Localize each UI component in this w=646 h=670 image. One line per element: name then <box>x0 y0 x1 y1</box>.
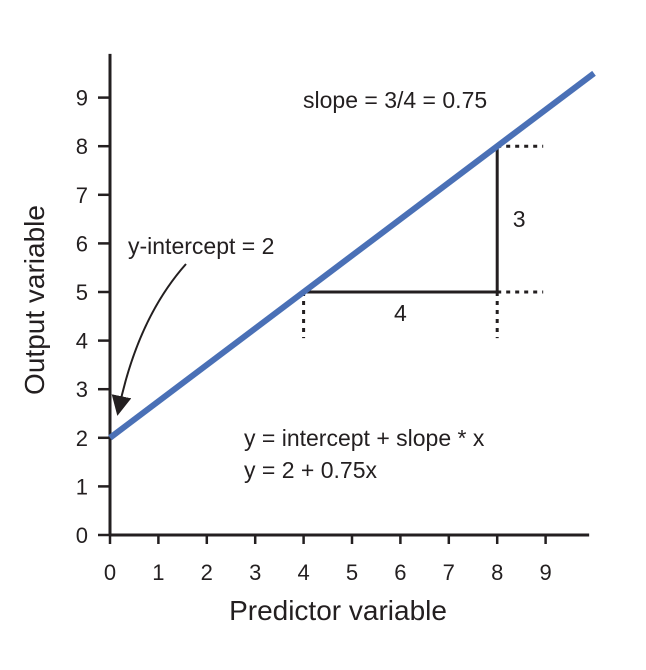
x-axis-title: Predictor variable <box>229 595 447 626</box>
regression-line-0 <box>108 70 596 441</box>
x-tick-label-8: 8 <box>491 560 503 585</box>
formula-annotation: y = intercept + slope * x <box>244 425 485 451</box>
x-tick-label-3: 3 <box>249 560 261 585</box>
y-tick-label-1: 1 <box>76 474 88 499</box>
y-tick-label-6: 6 <box>76 231 88 256</box>
y-tick-label-2: 2 <box>76 426 88 451</box>
axes <box>108 53 590 537</box>
slope-triangle: 43 <box>302 144 544 339</box>
x-tick-label-1: 1 <box>152 560 164 585</box>
y-tick-label-4: 4 <box>76 329 88 354</box>
intercept-arrow <box>111 263 187 416</box>
ticks: 0 1 2 3 4 5 6 7 8 9 0 1 2 3 4 5 6 7 8 9 <box>76 86 552 585</box>
y-tick-label-5: 5 <box>76 280 88 305</box>
y-axis-title: Output variable <box>19 205 50 395</box>
y-tick-label-0: 0 <box>76 523 88 548</box>
x-tick-label-7: 7 <box>443 560 455 585</box>
y-tick-label-3: 3 <box>76 377 88 402</box>
intercept-annotation: y-intercept = 2 <box>128 233 274 259</box>
y-tick-label-8: 8 <box>76 134 88 159</box>
x-tick-label-0: 0 <box>104 560 116 585</box>
run-label: 4 <box>394 300 407 326</box>
y-tick-label-7: 7 <box>76 183 88 208</box>
equation-annotation: y = 2 + 0.75x <box>244 457 377 483</box>
y-tick-label-9: 9 <box>76 86 88 111</box>
x-tick-label-5: 5 <box>346 560 358 585</box>
x-tick-label-4: 4 <box>297 560 309 585</box>
x-tick-label-2: 2 <box>201 560 213 585</box>
series-layer <box>108 70 596 441</box>
x-tick-label-6: 6 <box>394 560 406 585</box>
rise-label: 3 <box>513 206 526 232</box>
slope-annotation: slope = 3/4 = 0.75 <box>303 87 487 113</box>
x-tick-label-9: 9 <box>539 560 551 585</box>
